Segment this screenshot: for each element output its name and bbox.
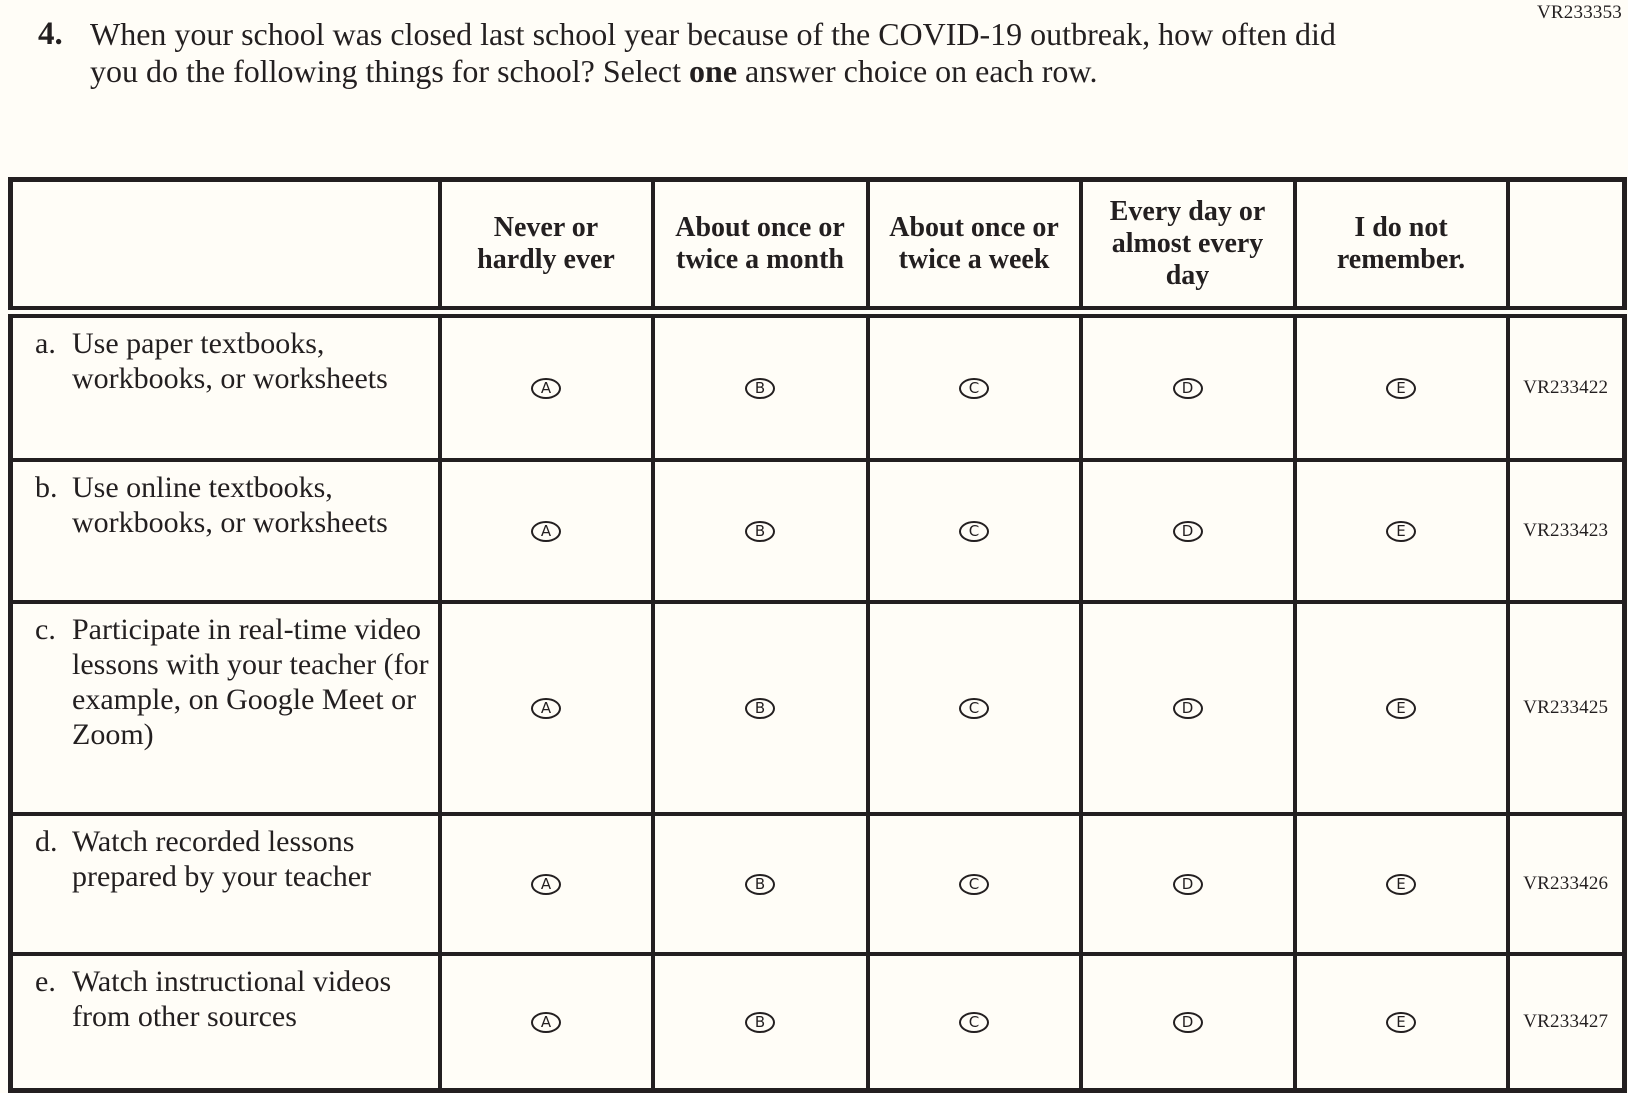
- column-header-once-month: About once or twice a month: [650, 177, 870, 318]
- option-cell: B: [650, 952, 870, 1093]
- question-text: When your school was closed last school …: [90, 16, 1370, 90]
- header-row: Never or hardly ever About once or twice…: [8, 177, 1627, 318]
- question-text-start: When your school was closed last school …: [90, 16, 1336, 90]
- row-label-cell: d. Watch recorded lessons prepared by yo…: [8, 812, 442, 956]
- row-label: Watch instructional videos from other so…: [72, 965, 392, 1034]
- option-cell: E: [1292, 310, 1510, 462]
- row-label: Use paper textbooks, workbooks, or works…: [72, 327, 388, 396]
- option-cell: A: [437, 458, 655, 604]
- option-bubble-d[interactable]: D: [1172, 377, 1203, 399]
- option-cell: C: [865, 952, 1083, 1093]
- option-cell: C: [865, 310, 1083, 462]
- option-bubble-c[interactable]: C: [959, 873, 989, 895]
- option-bubble-a[interactable]: A: [531, 697, 561, 719]
- row-letter: c.: [35, 613, 56, 646]
- row-code: VR233423: [1505, 458, 1627, 604]
- option-cell: B: [650, 458, 870, 604]
- option-cell: C: [865, 812, 1083, 956]
- question-text-end: answer choice on each row.: [737, 53, 1098, 90]
- option-bubble-a[interactable]: A: [531, 520, 561, 542]
- option-bubble-c[interactable]: C: [959, 1011, 989, 1033]
- header-empty-code: [1505, 177, 1627, 318]
- row-label: Watch recorded lessons prepared by your …: [72, 825, 372, 894]
- option-bubble-d[interactable]: D: [1172, 697, 1203, 719]
- option-cell: D: [1078, 600, 1297, 816]
- survey-page: VR233353 4. When your school was closed …: [8, 2, 1627, 1093]
- row-label-cell: a. Use paper textbooks, workbooks, or wo…: [8, 310, 442, 462]
- option-cell: D: [1078, 952, 1297, 1093]
- option-cell: E: [1292, 458, 1510, 604]
- row-letter: b.: [35, 471, 58, 504]
- option-cell: A: [437, 310, 655, 462]
- row-label-cell: c. Participate in real-time video lesson…: [8, 600, 442, 816]
- row-code: VR233425: [1505, 600, 1627, 816]
- option-bubble-a[interactable]: A: [531, 873, 561, 895]
- row-code: VR233427: [1505, 952, 1627, 1093]
- option-bubble-c[interactable]: C: [959, 520, 989, 542]
- option-bubble-e[interactable]: E: [1386, 697, 1416, 719]
- row-letter: d.: [35, 825, 58, 858]
- row-letter: e.: [35, 965, 56, 998]
- header-empty-label: [8, 177, 442, 318]
- response-matrix-table: Never or hardly ever About once or twice…: [8, 177, 1627, 1093]
- option-bubble-b[interactable]: B: [745, 1011, 775, 1033]
- option-cell: D: [1078, 458, 1297, 604]
- column-header-never: Never or hardly ever: [437, 177, 655, 318]
- row-letter: a.: [35, 327, 56, 360]
- row-code: VR233426: [1505, 812, 1627, 956]
- option-cell: E: [1292, 600, 1510, 816]
- row-label: Use online textbooks, workbooks, or work…: [72, 471, 388, 540]
- option-bubble-b[interactable]: B: [745, 520, 775, 542]
- column-header-every-day: Every day or almost every day: [1078, 177, 1297, 318]
- option-cell: C: [865, 458, 1083, 604]
- option-cell: B: [650, 310, 870, 462]
- option-cell: E: [1292, 812, 1510, 956]
- option-cell: D: [1078, 812, 1297, 956]
- question-block: 4. When your school was closed last scho…: [38, 16, 1370, 90]
- form-code: VR233353: [1537, 2, 1622, 23]
- option-bubble-e[interactable]: E: [1386, 1011, 1416, 1033]
- table-row-b: b. Use online textbooks, workbooks, or w…: [8, 458, 1627, 604]
- table-row-e: e. Watch instructional videos from other…: [8, 952, 1627, 1093]
- option-cell: D: [1078, 310, 1297, 462]
- option-bubble-b[interactable]: B: [745, 873, 775, 895]
- option-bubble-a[interactable]: A: [531, 1011, 561, 1033]
- column-header-once-week: About once or twice a week: [865, 177, 1083, 318]
- option-cell: A: [437, 812, 655, 956]
- option-cell: E: [1292, 952, 1510, 1093]
- option-cell: C: [865, 600, 1083, 816]
- table-row-c: c. Participate in real-time video lesson…: [8, 600, 1627, 816]
- option-bubble-e[interactable]: E: [1386, 520, 1416, 542]
- option-bubble-c[interactable]: C: [959, 697, 989, 719]
- column-header-not-remember: I do not remember.: [1292, 177, 1510, 318]
- option-cell: B: [650, 812, 870, 956]
- table-row-a: a. Use paper textbooks, workbooks, or wo…: [8, 310, 1627, 462]
- option-bubble-e[interactable]: E: [1386, 377, 1416, 399]
- option-bubble-d[interactable]: D: [1172, 1011, 1203, 1033]
- option-bubble-d[interactable]: D: [1172, 873, 1203, 895]
- row-code: VR233422: [1505, 310, 1627, 462]
- option-bubble-a[interactable]: A: [531, 377, 561, 399]
- question-bold-word: one: [689, 53, 738, 90]
- row-label-cell: e. Watch instructional videos from other…: [8, 952, 442, 1093]
- option-bubble-e[interactable]: E: [1386, 873, 1416, 895]
- option-cell: A: [437, 952, 655, 1093]
- question-number: 4.: [38, 16, 63, 52]
- option-bubble-d[interactable]: D: [1172, 520, 1203, 542]
- row-label-cell: b. Use online textbooks, workbooks, or w…: [8, 458, 442, 604]
- option-bubble-c[interactable]: C: [959, 377, 989, 399]
- table-row-d: d. Watch recorded lessons prepared by yo…: [8, 812, 1627, 956]
- row-label: Participate in real-time video lessons w…: [72, 613, 429, 752]
- option-cell: A: [437, 600, 655, 816]
- option-cell: B: [650, 600, 870, 816]
- option-bubble-b[interactable]: B: [745, 697, 775, 719]
- option-bubble-b[interactable]: B: [745, 377, 775, 399]
